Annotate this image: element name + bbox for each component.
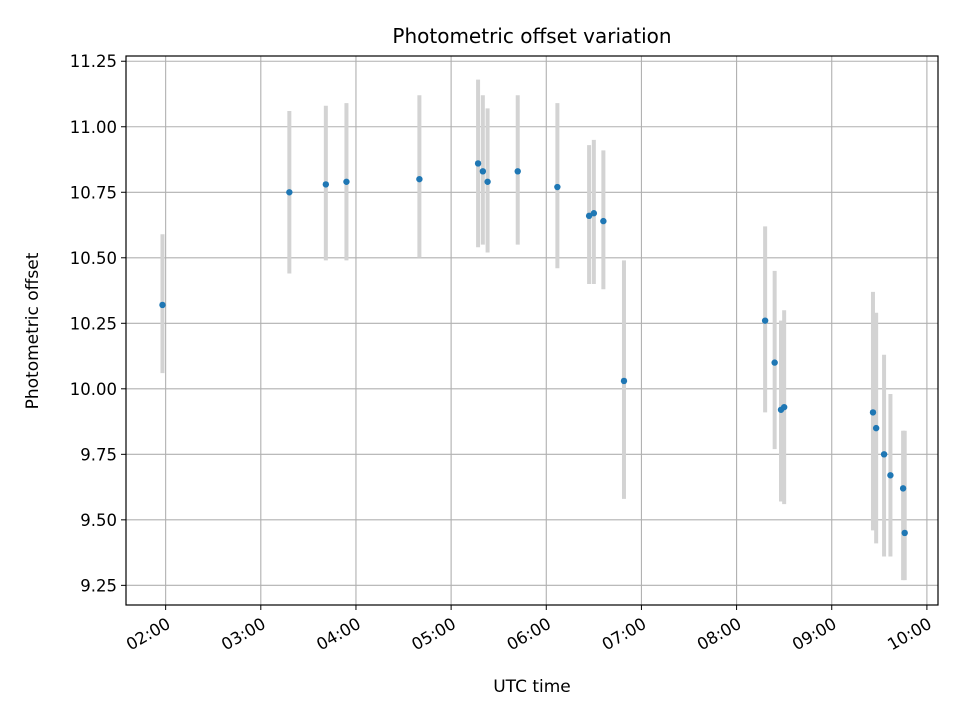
y-tick-label: 9.75 <box>80 445 117 464</box>
data-point <box>479 168 487 175</box>
data-point <box>159 301 166 309</box>
data-point <box>585 212 593 220</box>
plot-frame <box>125 55 939 606</box>
data-point <box>872 424 880 432</box>
y-axis: 9.25 9.50 9.75 10.00 10.25 10.50 10.75 11.00 11.… <box>70 52 126 595</box>
y-tick-label: 9.25 <box>80 576 117 595</box>
data-point <box>554 183 561 191</box>
data-point <box>484 178 491 185</box>
data-point <box>416 175 423 183</box>
y-tick-label: 10.00 <box>70 380 117 399</box>
data-point <box>322 181 330 188</box>
data-point <box>474 160 482 167</box>
y-tick-label: 11.25 <box>70 52 117 71</box>
y-tick-label: 10.50 <box>70 249 117 268</box>
data-point <box>514 168 521 175</box>
data-point <box>901 529 908 537</box>
data-point <box>286 189 293 196</box>
data-point <box>761 317 769 324</box>
grid <box>126 56 938 605</box>
y-tick-label: 10.75 <box>70 183 117 202</box>
y-axis-label: Photometric offset <box>23 252 43 409</box>
data-point <box>590 210 598 217</box>
data-point <box>899 485 907 492</box>
data-point <box>600 217 607 225</box>
data-points <box>159 160 908 537</box>
y-tick-label: 11.00 <box>70 118 117 137</box>
data-point <box>343 178 350 185</box>
data-point <box>620 377 628 385</box>
data-point <box>780 403 788 411</box>
chart-title: Photometric offset variation <box>392 24 671 48</box>
data-point <box>771 359 778 366</box>
x-axis-label: UTC time <box>493 677 571 697</box>
data-point <box>880 451 888 458</box>
data-point <box>869 409 877 416</box>
y-tick-label: 10.25 <box>70 314 117 333</box>
y-tick-label: 9.50 <box>80 511 117 530</box>
data-point <box>887 472 894 479</box>
